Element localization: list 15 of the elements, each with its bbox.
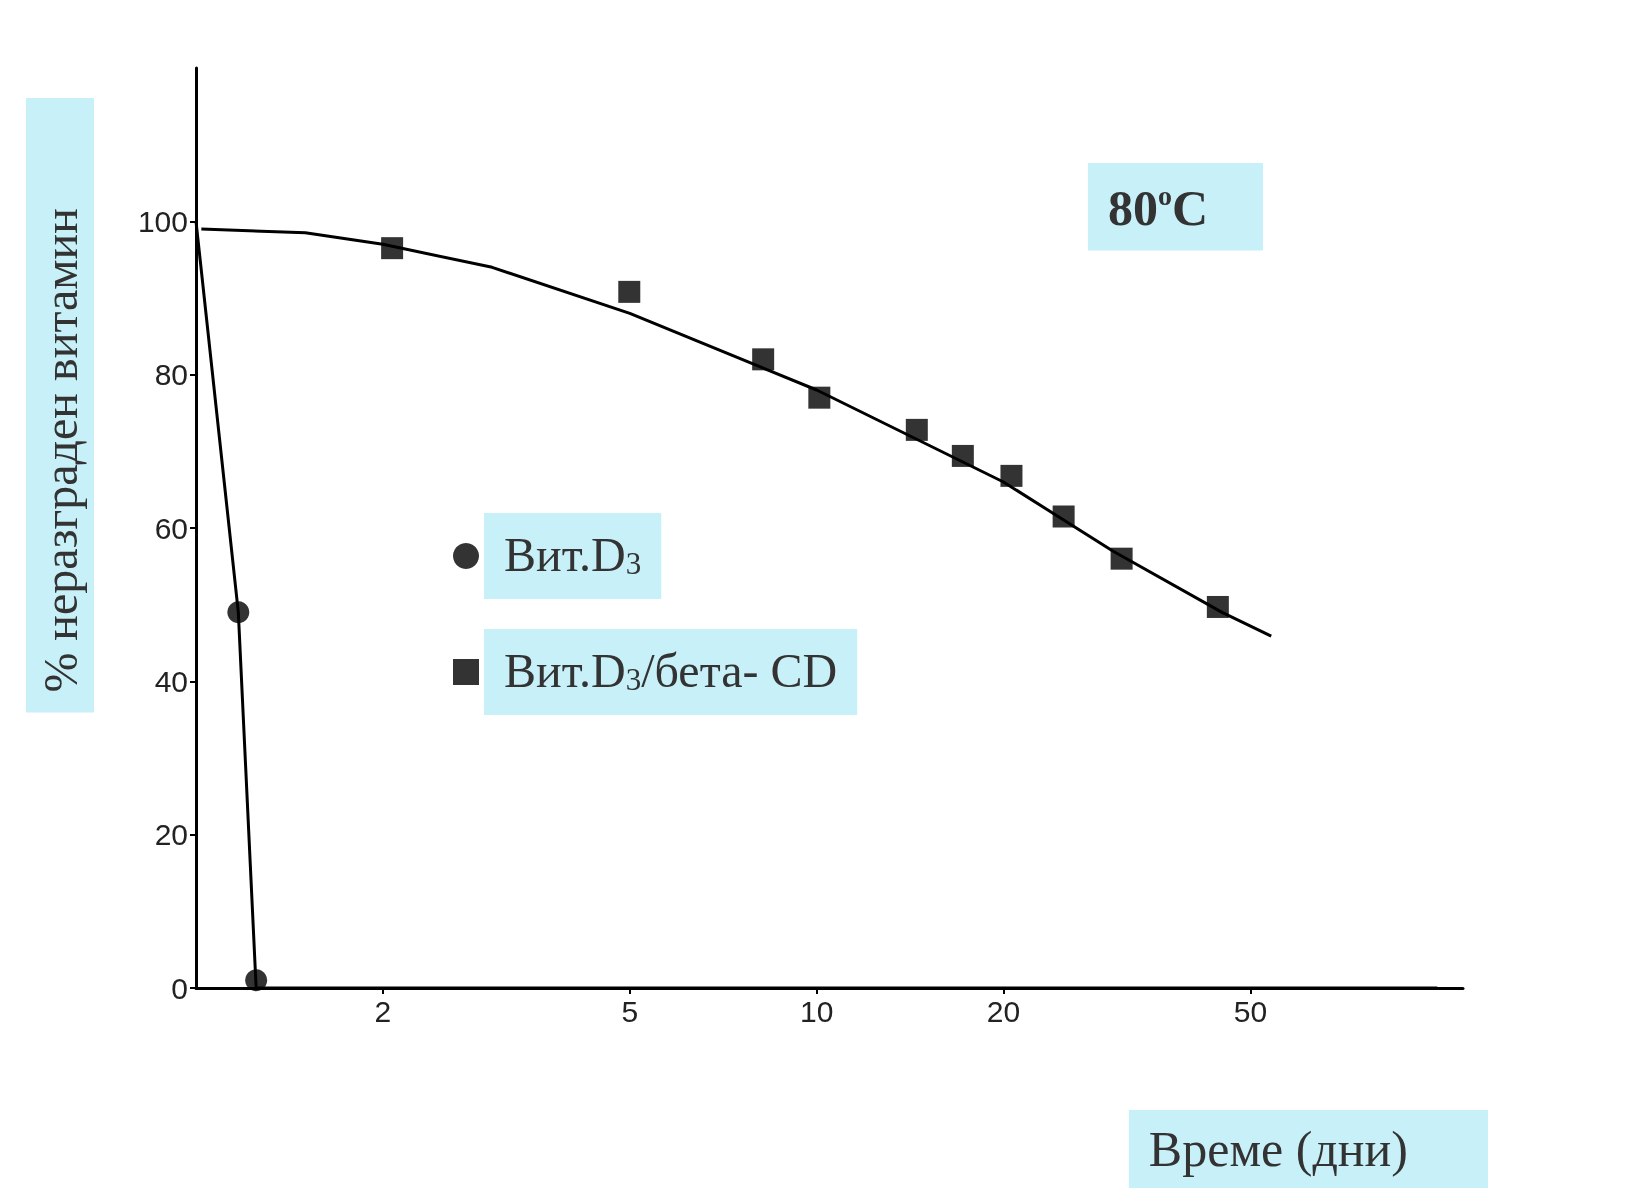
legend-label: Вит.D3/бета- CD [504, 643, 838, 697]
y-tick-label: 0 [171, 971, 188, 1005]
x-tick-label: 5 [621, 994, 639, 1028]
y-axis-title: % неразграден витамин [33, 207, 87, 693]
y-tick-label: 100 [137, 204, 188, 238]
y-tick-label: 60 [154, 511, 188, 545]
x-tick-label: 10 [799, 994, 834, 1028]
y-tick-label: 80 [154, 358, 188, 392]
x-axis-title: Време (дни) [1148, 1121, 1409, 1177]
x-tick-label: 2 [374, 994, 392, 1028]
y-tick-label: 40 [154, 664, 188, 698]
legend-label: Вит.D3 [504, 527, 642, 581]
x-tick-label: 20 [986, 994, 1021, 1028]
x-tick-label: 50 [1233, 994, 1268, 1028]
y-tick-label: 20 [154, 818, 188, 852]
